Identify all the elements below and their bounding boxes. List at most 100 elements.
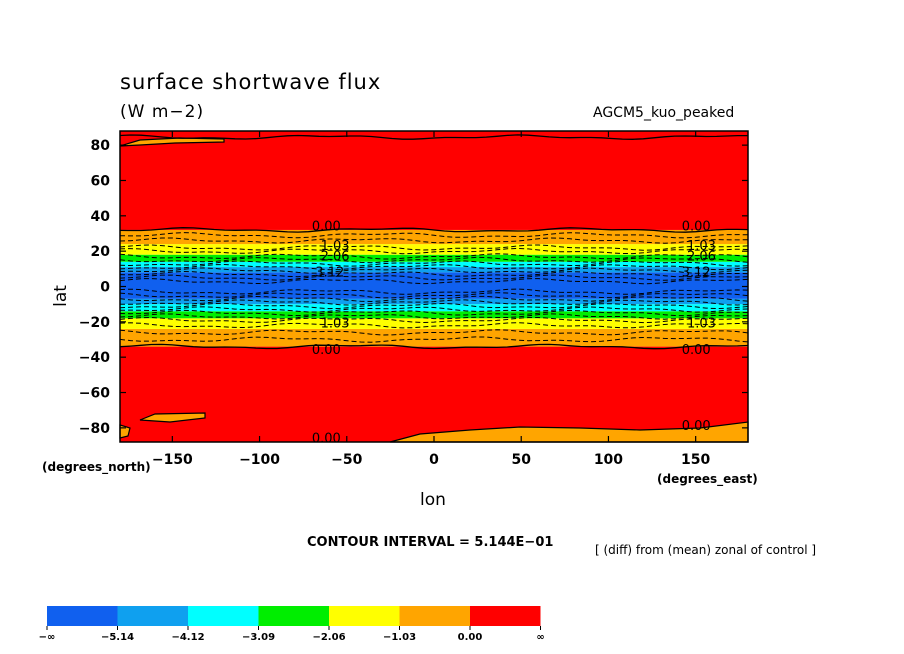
band-3 bbox=[120, 311, 748, 319]
contour-label: 0.00 bbox=[682, 419, 711, 434]
contour-dashes bbox=[119, 134, 749, 350]
y-tick-label: −60 bbox=[79, 386, 110, 402]
y-tick-label: 40 bbox=[91, 209, 111, 225]
contour-label: 0.00 bbox=[312, 343, 341, 358]
contour-label: 1.03 bbox=[321, 239, 350, 254]
dashed-contour-7 bbox=[119, 263, 749, 271]
contour-interval: CONTOUR INTERVAL = 5.144E−01 bbox=[307, 535, 554, 550]
y-axis: −80 −60 −40 −20 0 20 40 60 80 bbox=[79, 138, 748, 437]
dashed-contour-19 bbox=[119, 313, 749, 320]
y-tick-label: 60 bbox=[91, 173, 111, 189]
x-tick-label: 50 bbox=[511, 452, 531, 468]
x-tick-label: −50 bbox=[331, 452, 362, 468]
colorbar-swatch bbox=[188, 606, 259, 626]
x-tick-label: −100 bbox=[239, 452, 280, 468]
contour-label: 3.12 bbox=[315, 265, 344, 280]
x-tick-label: 150 bbox=[681, 452, 710, 468]
colorbar: −∞ −5.14 −4.12 −3.09 −2.06 −1.03 0.00 ∞ bbox=[39, 606, 545, 643]
colorbar-label: ∞ bbox=[536, 632, 544, 643]
dashed-contour-1 bbox=[119, 237, 749, 244]
band-9 bbox=[120, 254, 748, 262]
dashed-contour-20 bbox=[119, 316, 749, 324]
operation-label: [ (diff) from (mean) zonal of control ] bbox=[595, 543, 817, 557]
dashed-contour-15 bbox=[119, 299, 749, 306]
dashed-contour-16 bbox=[119, 302, 749, 310]
dashed-contour-13 bbox=[119, 292, 749, 299]
band-12 bbox=[120, 131, 748, 230]
dashed-contour-14 bbox=[119, 295, 749, 303]
antarctic-coast-patch bbox=[119, 424, 131, 439]
band-11 bbox=[120, 229, 748, 245]
dashed-contour-8 bbox=[119, 267, 749, 274]
band-1 bbox=[120, 328, 748, 347]
contour-label: 0.00 bbox=[312, 431, 341, 446]
colorbar-swatch bbox=[399, 606, 470, 626]
x-tick-label: −150 bbox=[152, 452, 193, 468]
colorbar-label: −3.09 bbox=[242, 632, 275, 643]
contour-label: 0.00 bbox=[682, 343, 711, 358]
dashed-contour-11 bbox=[119, 278, 749, 285]
band-0 bbox=[120, 346, 748, 442]
band-7 bbox=[120, 267, 748, 273]
colorbar-swatch bbox=[258, 606, 329, 626]
colorbar-swatch bbox=[329, 606, 400, 626]
y-tick-label: −40 bbox=[79, 350, 110, 366]
colorbar-label: −2.06 bbox=[312, 632, 345, 643]
y-tick-label: 20 bbox=[91, 244, 111, 260]
dashed-contour-2 bbox=[119, 244, 749, 251]
dashed-contour-17 bbox=[119, 306, 749, 313]
y-tick-label: 0 bbox=[100, 280, 110, 296]
contour-label: 0.00 bbox=[312, 219, 341, 234]
dashed-contour-18 bbox=[119, 309, 749, 317]
colorbar-swatch bbox=[47, 606, 118, 626]
chart-title: surface shortwave flux bbox=[120, 70, 382, 94]
y-tick-label: −80 bbox=[79, 421, 110, 437]
y-axis-label: lat bbox=[50, 285, 71, 307]
y-tick-label: 80 bbox=[91, 138, 111, 154]
colorbar-label: −4.12 bbox=[171, 632, 204, 643]
contour-label: 1.03 bbox=[687, 239, 716, 254]
dashed-contour-9 bbox=[119, 270, 749, 278]
dashed-contour-5 bbox=[119, 256, 749, 264]
x-axis-label: lon bbox=[420, 490, 446, 510]
colorbar-label: −∞ bbox=[39, 632, 56, 643]
arctic-patch bbox=[119, 137, 225, 147]
contour-label: 1.03 bbox=[687, 317, 716, 332]
contour-label: 3.12 bbox=[682, 265, 711, 280]
antarctic-patch bbox=[139, 412, 206, 423]
x-tick-label: 0 bbox=[429, 452, 439, 468]
model-label: AGCM5_kuo_peaked bbox=[593, 105, 735, 121]
y-tick-label: −20 bbox=[79, 315, 110, 331]
dashed-contour-0 bbox=[119, 232, 749, 239]
x-axis: −150 −100 −50 0 50 100 150 bbox=[152, 131, 711, 468]
contour-label: 0.00 bbox=[682, 219, 711, 234]
x-tick-label: 100 bbox=[594, 452, 623, 468]
dashed-contour-22 bbox=[119, 329, 749, 336]
dashed-contour-10 bbox=[119, 274, 749, 281]
dashed-contour-4 bbox=[119, 253, 749, 260]
zero-contour-0 bbox=[119, 227, 749, 233]
y-unit-label: (degrees_north) bbox=[42, 460, 151, 474]
colorbar-label: −5.14 bbox=[101, 632, 134, 643]
contour-label: 2.06 bbox=[687, 249, 716, 264]
dashed-contour-23 bbox=[119, 336, 749, 343]
zero-contour-2 bbox=[119, 134, 748, 140]
band-2 bbox=[120, 318, 748, 329]
band-8 bbox=[120, 261, 748, 268]
dashed-contour-21 bbox=[119, 322, 749, 329]
colorbar-swatch bbox=[117, 606, 188, 626]
chart-units: (W m−2) bbox=[120, 102, 205, 122]
dashed-contour-12 bbox=[119, 288, 749, 295]
zero-contour-1 bbox=[119, 343, 749, 350]
contour-label: 2.06 bbox=[321, 249, 350, 264]
dashed-contour-3 bbox=[119, 247, 749, 255]
colorbar-label: 0.00 bbox=[458, 632, 483, 643]
dashed-contour-6 bbox=[119, 260, 749, 267]
x-unit-label: (degrees_east) bbox=[657, 472, 758, 486]
colorbar-label: −1.03 bbox=[383, 632, 416, 643]
contour-bands bbox=[120, 131, 748, 442]
colorbar-swatch bbox=[470, 606, 541, 626]
band-6 bbox=[120, 272, 748, 299]
contour-label: 1.03 bbox=[321, 317, 350, 332]
